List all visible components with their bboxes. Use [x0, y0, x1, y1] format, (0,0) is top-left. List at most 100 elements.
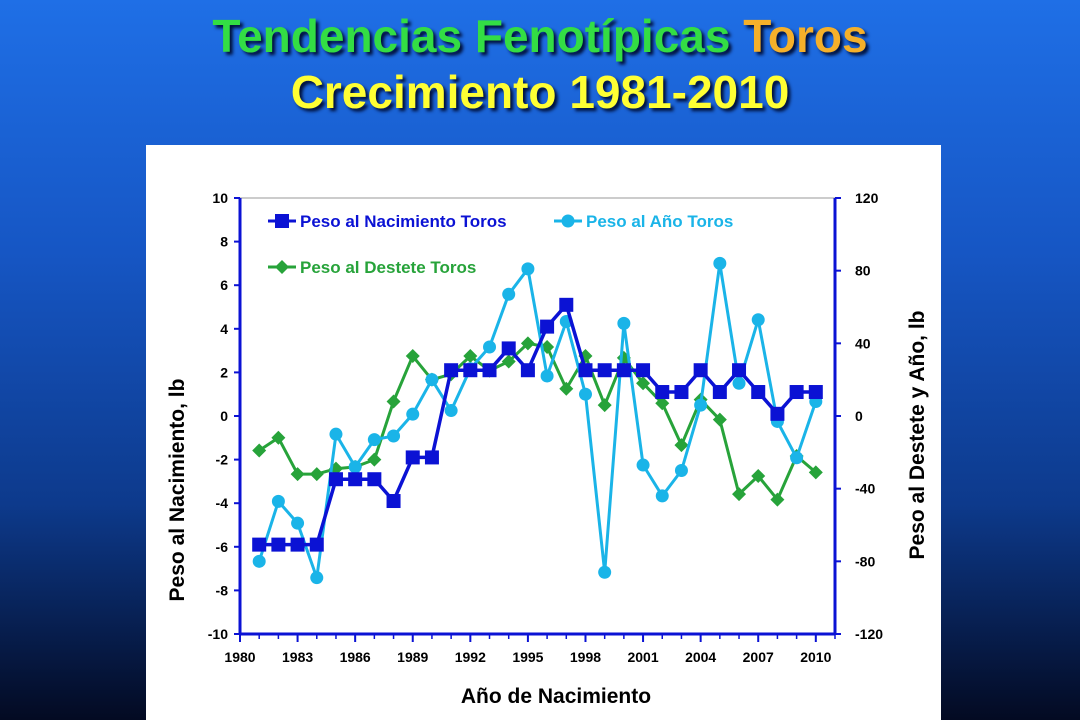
title-part-1: Tendencias Fenotípicas	[212, 10, 731, 62]
data-point-circle	[636, 458, 650, 472]
y-left-tick-label: 4	[220, 321, 228, 337]
data-point-circle	[655, 489, 669, 503]
data-point-circle	[406, 407, 420, 421]
y-right-tick-label: -40	[855, 481, 875, 497]
data-point-circle	[483, 340, 497, 354]
data-point-square	[520, 363, 535, 378]
data-point-square	[616, 363, 631, 378]
data-point-circle	[674, 464, 688, 477]
data-point-diamond	[290, 467, 305, 482]
data-point-diamond	[751, 468, 766, 483]
y-left-tick-label: 10	[212, 190, 228, 206]
x-tick-label: 1986	[340, 649, 371, 665]
data-point-circle	[617, 316, 631, 330]
data-point-square	[501, 341, 516, 356]
slide-title: Tendencias Fenotípicas Toros Crecimiento…	[0, 8, 1080, 120]
data-point-square	[808, 385, 823, 400]
data-point-square	[309, 537, 324, 552]
data-point-circle	[387, 429, 401, 443]
y-left-tick-label: -4	[216, 495, 229, 511]
data-point-square	[674, 385, 689, 400]
data-point-square	[655, 385, 670, 400]
title-line-1: Tendencias Fenotípicas Toros	[0, 8, 1080, 64]
data-point-circle	[329, 427, 343, 441]
data-point-diamond	[367, 452, 382, 467]
data-point-diamond	[732, 487, 747, 502]
data-point-circle	[367, 433, 381, 447]
legend-item: Peso al Nacimiento Toros	[268, 212, 507, 231]
x-tick-label: 2004	[685, 649, 716, 665]
data-point-square	[693, 363, 708, 378]
data-point-circle	[425, 373, 439, 387]
data-point-diamond	[252, 443, 267, 458]
title-part-2: Toros	[743, 10, 868, 62]
data-point-square	[252, 537, 267, 552]
data-point-circle	[790, 451, 804, 465]
legend-item: Peso al Destete Toros	[268, 258, 476, 277]
data-point-circle	[540, 369, 554, 383]
y-left-tick-label: -10	[208, 626, 228, 642]
y-left-tick-label: -6	[216, 539, 229, 555]
series-line	[257, 261, 818, 580]
data-point-diamond	[501, 354, 516, 369]
x-tick-label: 1983	[282, 649, 313, 665]
title-line-2: Crecimiento 1981-2010	[290, 66, 790, 118]
legend-label: Peso al Destete Toros	[300, 258, 476, 277]
chart-panel: 10 8 6 4 2 0 -2 -4 -6 -8 -10 120 80 40 0 -40 -80 -120 1980…	[146, 145, 941, 720]
x-tick-label: 2001	[627, 649, 658, 665]
y-left-tick-label: 8	[220, 234, 228, 250]
data-point-circle	[598, 565, 612, 579]
data-point-diamond	[559, 381, 574, 396]
data-point-square	[712, 385, 727, 400]
x-tick-label: 1995	[512, 649, 543, 665]
data-point-diamond	[770, 492, 785, 507]
data-point-circle	[252, 554, 266, 568]
data-point-square	[751, 385, 766, 400]
legend-label: Peso al Año Toros	[586, 212, 733, 231]
y-right-tick-label: 120	[855, 190, 879, 206]
data-point-diamond	[405, 349, 420, 364]
data-point-circle	[578, 387, 592, 401]
chart-svg: 10 8 6 4 2 0 -2 -4 -6 -8 -10 120 80 40 0 -40 -80 -120 1980…	[166, 190, 929, 708]
data-point-diamond	[520, 336, 535, 351]
data-point-circle	[521, 262, 535, 276]
y-right-tick-label: 0	[855, 408, 863, 424]
data-point-square	[424, 450, 439, 465]
data-point-diamond	[636, 376, 651, 391]
data-point-diamond	[386, 394, 401, 409]
series-layer	[252, 256, 823, 585]
x-tick-label: 1992	[455, 649, 486, 665]
data-point-square	[386, 494, 401, 509]
legend-marker-diamond	[275, 260, 289, 274]
y-right-tick-label: -80	[855, 553, 875, 569]
y-right-tick-label: 80	[855, 263, 871, 279]
x-tick-label: 2010	[800, 649, 831, 665]
data-point-square	[732, 363, 747, 378]
data-point-square	[271, 537, 286, 552]
data-point-square	[578, 363, 593, 378]
data-point-circle	[694, 398, 708, 412]
data-point-circle	[732, 376, 746, 390]
y-left-tick-label: 0	[220, 408, 228, 424]
y-right-tick-label: 40	[855, 335, 871, 351]
data-point-circle	[271, 494, 285, 508]
data-point-square	[482, 363, 497, 378]
y-left-tick-label: 6	[220, 277, 228, 293]
y-left-tick-label: -8	[216, 582, 229, 598]
data-point-square	[597, 363, 612, 378]
data-point-square	[348, 472, 363, 487]
data-point-square	[540, 319, 555, 334]
data-point-circle	[348, 460, 362, 474]
legend-marker-circle	[561, 214, 575, 228]
data-point-diamond	[808, 465, 823, 480]
data-point-square	[770, 406, 785, 421]
y-left-tick-label: -2	[216, 452, 229, 468]
data-point-diamond	[271, 430, 286, 445]
data-point-circle	[751, 313, 765, 327]
data-point-diamond	[655, 396, 670, 411]
x-tick-label: 2007	[743, 649, 774, 665]
series-square	[252, 297, 823, 552]
data-point-square	[636, 363, 651, 378]
data-point-square	[559, 297, 574, 312]
data-point-diamond	[674, 438, 689, 453]
